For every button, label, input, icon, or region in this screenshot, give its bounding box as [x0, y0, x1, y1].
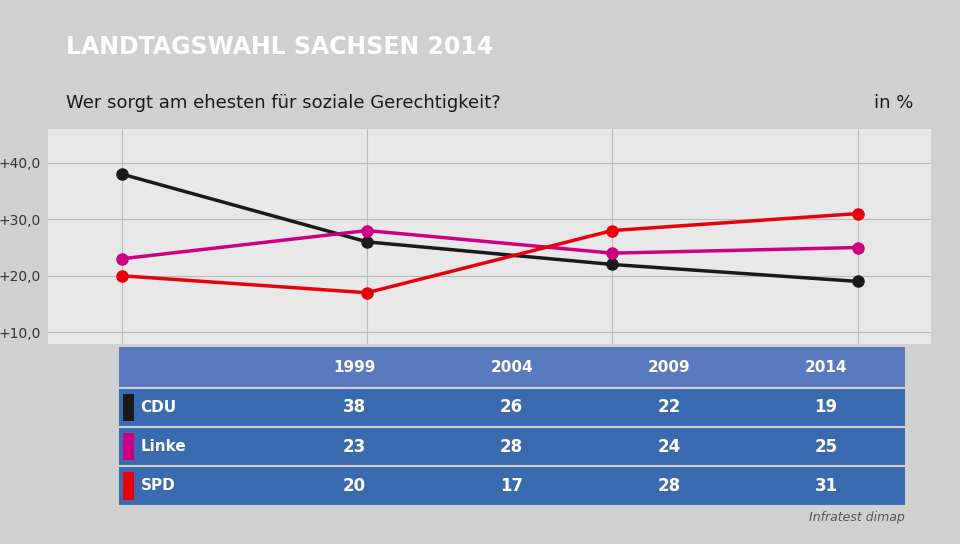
Text: CDU: CDU — [141, 400, 177, 415]
Text: 20: 20 — [343, 477, 366, 495]
FancyBboxPatch shape — [123, 472, 133, 500]
Text: LANDTAGSWAHL SACHSEN 2014: LANDTAGSWAHL SACHSEN 2014 — [65, 35, 492, 59]
Text: 2009: 2009 — [648, 360, 690, 375]
FancyBboxPatch shape — [119, 466, 904, 505]
Text: 17: 17 — [500, 477, 523, 495]
Text: 38: 38 — [343, 398, 366, 416]
Text: 25: 25 — [814, 438, 838, 456]
Text: 19: 19 — [814, 398, 838, 416]
Text: 2004: 2004 — [491, 360, 533, 375]
FancyBboxPatch shape — [119, 347, 904, 388]
FancyBboxPatch shape — [119, 427, 904, 466]
FancyBboxPatch shape — [123, 394, 133, 421]
Text: Linke: Linke — [141, 439, 186, 454]
Text: 23: 23 — [343, 438, 366, 456]
Text: Infratest dimap: Infratest dimap — [809, 511, 904, 524]
FancyBboxPatch shape — [119, 388, 904, 427]
Text: 1999: 1999 — [333, 360, 375, 375]
Text: 24: 24 — [658, 438, 681, 456]
Text: SPD: SPD — [141, 479, 176, 493]
Text: 22: 22 — [658, 398, 681, 416]
Text: in %: in % — [875, 94, 914, 112]
Text: 26: 26 — [500, 398, 523, 416]
Text: 2014: 2014 — [804, 360, 848, 375]
Text: 28: 28 — [658, 477, 681, 495]
FancyBboxPatch shape — [123, 433, 133, 460]
Text: 28: 28 — [500, 438, 523, 456]
Text: 31: 31 — [814, 477, 838, 495]
Text: Wer sorgt am ehesten für soziale Gerechtigkeit?: Wer sorgt am ehesten für soziale Gerecht… — [65, 94, 500, 112]
